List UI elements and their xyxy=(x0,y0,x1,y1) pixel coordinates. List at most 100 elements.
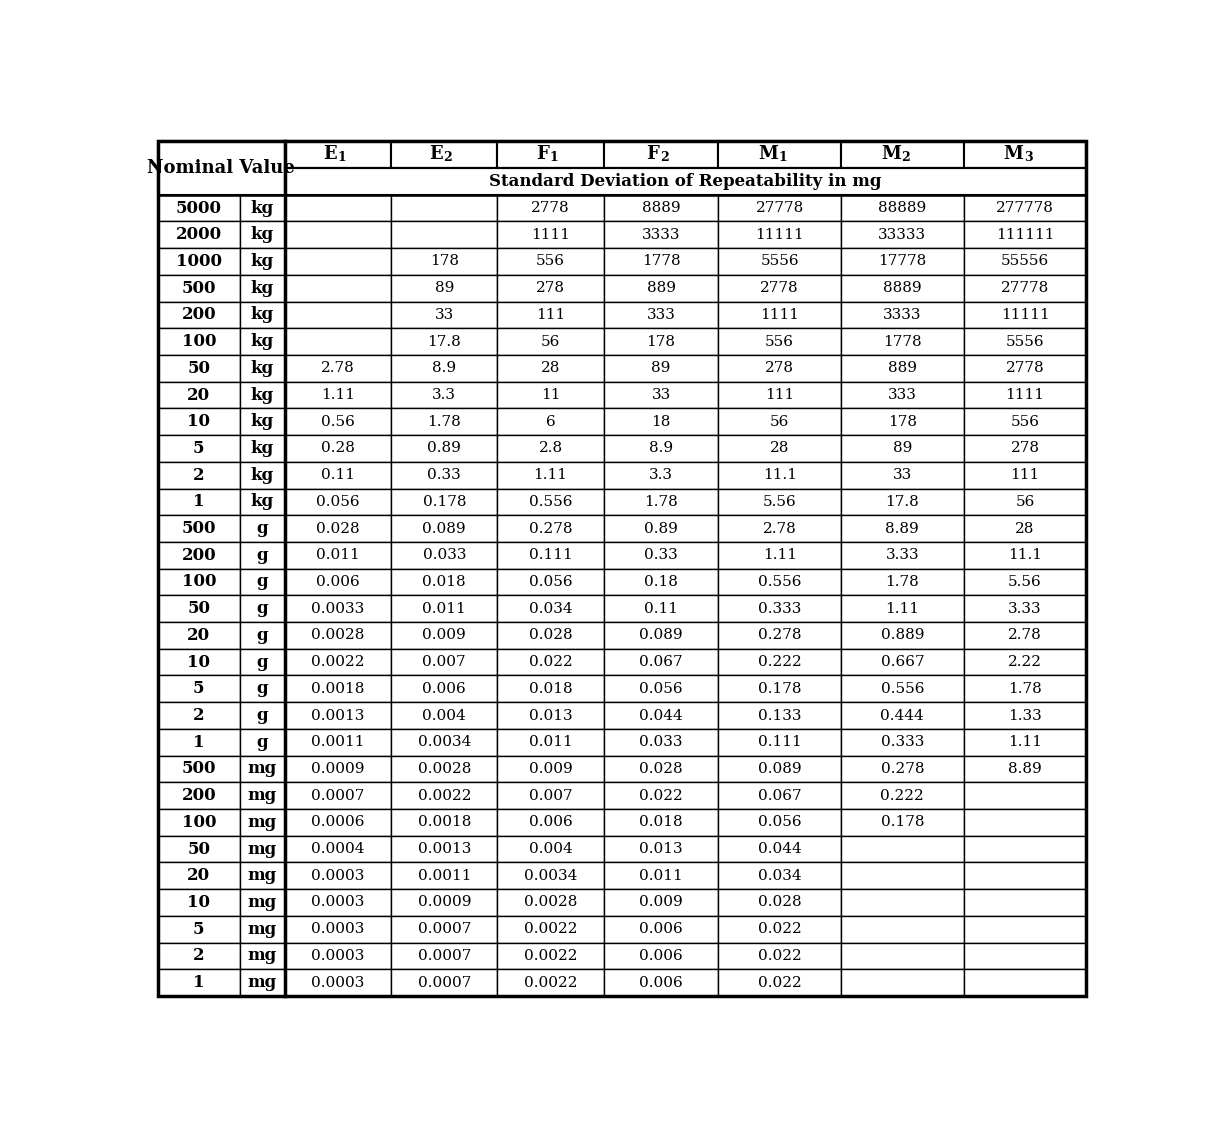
Text: 0.178: 0.178 xyxy=(758,682,801,696)
Bar xyxy=(964,329,1087,355)
Bar xyxy=(239,516,285,542)
Bar xyxy=(498,783,603,808)
Text: 0.006: 0.006 xyxy=(422,682,466,696)
Bar xyxy=(239,942,285,969)
Bar xyxy=(719,302,841,329)
Text: M: M xyxy=(881,145,901,163)
Bar xyxy=(841,649,964,676)
Text: 2.78: 2.78 xyxy=(1008,628,1042,643)
Bar xyxy=(158,808,239,835)
Text: 0.033: 0.033 xyxy=(422,548,466,562)
Text: 0.056: 0.056 xyxy=(640,682,682,696)
Bar xyxy=(964,703,1087,729)
Text: 200: 200 xyxy=(182,787,216,804)
Bar xyxy=(158,783,239,808)
Text: 0.006: 0.006 xyxy=(639,922,683,936)
Text: 0.034: 0.034 xyxy=(758,869,801,883)
Bar xyxy=(964,569,1087,596)
Text: 0.0006: 0.0006 xyxy=(311,815,364,830)
Bar xyxy=(498,890,603,915)
Bar xyxy=(391,542,498,569)
Bar xyxy=(841,248,964,275)
Text: kg: kg xyxy=(250,279,274,296)
Bar xyxy=(964,756,1087,783)
Text: 0.0007: 0.0007 xyxy=(418,922,471,936)
Bar xyxy=(158,863,239,890)
Text: 10: 10 xyxy=(187,413,210,430)
Bar xyxy=(239,409,285,435)
Text: kg: kg xyxy=(250,413,274,430)
Bar xyxy=(391,435,498,462)
Text: 0.0034: 0.0034 xyxy=(418,735,471,749)
Text: 88889: 88889 xyxy=(878,202,926,215)
Bar xyxy=(239,756,285,783)
Text: 1.11: 1.11 xyxy=(1008,735,1042,749)
Bar xyxy=(285,222,391,248)
Bar xyxy=(719,329,841,355)
Text: 0.0003: 0.0003 xyxy=(311,975,364,990)
Bar xyxy=(964,622,1087,649)
Bar xyxy=(391,248,498,275)
Bar xyxy=(285,596,391,622)
Bar xyxy=(391,222,498,248)
Bar xyxy=(841,516,964,542)
Bar xyxy=(391,141,498,168)
Bar xyxy=(964,596,1087,622)
Text: 0.0009: 0.0009 xyxy=(418,895,471,910)
Text: 5: 5 xyxy=(193,921,205,938)
Text: kg: kg xyxy=(250,386,274,403)
Bar xyxy=(719,808,841,835)
Text: 556: 556 xyxy=(537,254,565,268)
Bar xyxy=(158,542,239,569)
Text: 0.028: 0.028 xyxy=(758,895,801,910)
Bar xyxy=(841,355,964,382)
Bar xyxy=(239,808,285,835)
Text: 20: 20 xyxy=(187,627,210,644)
Text: 0.28: 0.28 xyxy=(320,441,354,455)
Text: 5: 5 xyxy=(193,680,205,697)
Bar xyxy=(239,275,285,302)
Bar xyxy=(285,622,391,649)
Text: 11.1: 11.1 xyxy=(1008,548,1042,562)
Bar xyxy=(498,329,603,355)
Text: 0.0013: 0.0013 xyxy=(418,842,471,856)
Bar xyxy=(285,835,391,863)
Bar xyxy=(391,409,498,435)
Bar xyxy=(964,676,1087,703)
Text: 11: 11 xyxy=(541,388,561,402)
Bar xyxy=(391,355,498,382)
Text: 0.044: 0.044 xyxy=(758,842,801,856)
Text: 1778: 1778 xyxy=(642,254,680,268)
Text: 0.004: 0.004 xyxy=(529,842,573,856)
Bar xyxy=(719,969,841,997)
Bar xyxy=(603,756,719,783)
Bar xyxy=(719,729,841,756)
Text: 0.222: 0.222 xyxy=(758,655,801,669)
Text: 0.0004: 0.0004 xyxy=(311,842,364,856)
Text: 17778: 17778 xyxy=(878,254,926,268)
Bar xyxy=(719,222,841,248)
Text: 0.0011: 0.0011 xyxy=(311,735,364,749)
Bar xyxy=(964,542,1087,569)
Bar xyxy=(603,808,719,835)
Text: kg: kg xyxy=(250,493,274,510)
Text: 0.089: 0.089 xyxy=(422,521,466,536)
Text: 0.0034: 0.0034 xyxy=(524,869,578,883)
Text: 2000: 2000 xyxy=(176,226,222,243)
Bar xyxy=(603,462,719,489)
Text: 1.78: 1.78 xyxy=(427,414,461,429)
Text: 0.33: 0.33 xyxy=(427,468,461,482)
Bar xyxy=(841,942,964,969)
Bar xyxy=(603,355,719,382)
Bar xyxy=(391,969,498,997)
Bar xyxy=(391,622,498,649)
Bar xyxy=(841,409,964,435)
Text: 0.0033: 0.0033 xyxy=(311,601,364,616)
Bar xyxy=(285,409,391,435)
Bar xyxy=(841,329,964,355)
Bar xyxy=(841,808,964,835)
Bar xyxy=(239,835,285,863)
Text: 10: 10 xyxy=(187,894,210,911)
Text: 0.889: 0.889 xyxy=(880,628,924,643)
Text: 111111: 111111 xyxy=(995,227,1054,242)
